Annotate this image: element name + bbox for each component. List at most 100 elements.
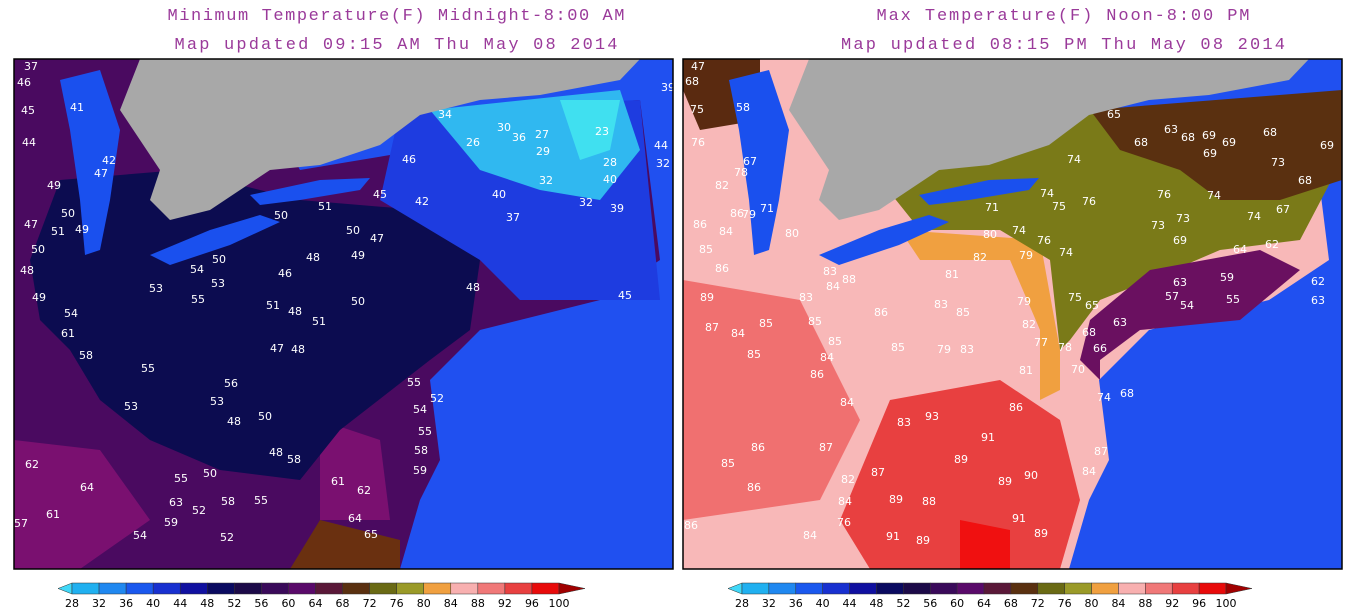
- station-value: 73: [1176, 212, 1190, 225]
- station-value: 80: [983, 228, 997, 241]
- colorbar-segment: [1171, 582, 1200, 595]
- station-value: 76: [1157, 188, 1171, 201]
- station-value: 82: [715, 179, 729, 192]
- station-value: 86: [751, 441, 765, 454]
- station-value: 48: [269, 446, 283, 459]
- station-value: 63: [169, 496, 183, 509]
- temp-zone: [290, 520, 400, 569]
- canada: [789, 59, 1309, 220]
- colorbar-label: 88: [1138, 597, 1152, 610]
- station-value: 63: [1173, 276, 1187, 289]
- station-value: 49: [351, 249, 365, 262]
- station-value: 54: [1180, 299, 1194, 312]
- station-value: 69: [1173, 234, 1187, 247]
- station-value: 50: [274, 209, 288, 222]
- map-frame: [682, 58, 1343, 570]
- station-value: 40: [603, 173, 617, 186]
- station-value: 55: [141, 362, 155, 375]
- station-value: 79: [742, 208, 756, 221]
- station-value: 27: [535, 128, 549, 141]
- station-value: 87: [1094, 445, 1108, 458]
- colorbar-segment: [450, 582, 479, 595]
- station-value: 51: [266, 299, 280, 312]
- station-value: 52: [220, 531, 234, 544]
- colorbar-segment: [396, 582, 424, 595]
- station-value: 46: [17, 76, 31, 89]
- station-value: 76: [837, 516, 851, 529]
- colorbar-segment: [1010, 582, 1039, 595]
- station-value: 85: [956, 306, 970, 319]
- station-value: 55: [418, 425, 432, 438]
- colorbar-label: 56: [923, 597, 937, 610]
- station-value: 42: [415, 195, 429, 208]
- station-value: 86: [684, 519, 698, 532]
- station-value: 84: [731, 327, 745, 340]
- temp-zone: [14, 440, 150, 569]
- station-value: 53: [211, 277, 225, 290]
- colorbar-segment: [983, 582, 1012, 595]
- colorbar-label: 92: [498, 597, 512, 610]
- colorbar-segment: [741, 582, 770, 595]
- station-value: 46: [402, 153, 416, 166]
- station-value: 93: [925, 410, 939, 423]
- station-value: 71: [985, 201, 999, 214]
- station-value: 56: [224, 377, 238, 390]
- station-value: 52: [192, 504, 206, 517]
- station-value: 30: [497, 121, 511, 134]
- station-value: 49: [47, 179, 61, 192]
- station-value: 74: [1067, 153, 1081, 166]
- station-value: 71: [760, 202, 774, 215]
- station-value: 32: [579, 196, 593, 209]
- station-value: 80: [785, 227, 799, 240]
- lake: [60, 70, 120, 255]
- lake: [819, 215, 949, 265]
- station-value: 51: [318, 200, 332, 213]
- station-value: 66: [1093, 342, 1107, 355]
- station-value: 61: [331, 475, 345, 488]
- station-value: 57: [14, 517, 28, 530]
- station-value: 91: [1012, 512, 1026, 525]
- colorbar-label: 92: [1165, 597, 1179, 610]
- station-value: 63: [1164, 123, 1178, 136]
- station-value: 47: [94, 167, 108, 180]
- colorbar-segment: [98, 582, 127, 595]
- station-value: 47: [24, 218, 38, 231]
- station-value: 76: [691, 136, 705, 149]
- station-value: 57: [1165, 290, 1179, 303]
- station-value: 51: [51, 225, 65, 238]
- colorbar-label: 76: [390, 597, 404, 610]
- lake: [729, 70, 789, 255]
- colorbar-label: 36: [789, 597, 803, 610]
- station-value: 91: [981, 431, 995, 444]
- colorbar-label: 44: [173, 597, 187, 610]
- station-value: 83: [934, 298, 948, 311]
- station-value: 85: [891, 341, 905, 354]
- map-updated: Map updated 09:15 AM Thu May 08 2014: [175, 36, 618, 55]
- colorbar-label: 64: [309, 597, 323, 610]
- colorbar-segment: [795, 582, 823, 595]
- station-value: 68: [1298, 174, 1312, 187]
- colorbar-segment: [342, 582, 370, 595]
- colorbar-label: 40: [146, 597, 160, 610]
- colorbar-label: 80: [417, 597, 431, 610]
- station-value: 85: [759, 317, 773, 330]
- station-value: 54: [190, 263, 204, 276]
- station-value: 73: [1151, 219, 1165, 232]
- colorbar-segment: [315, 582, 343, 595]
- station-value: 90: [1024, 469, 1038, 482]
- station-value: 74: [1097, 391, 1111, 404]
- station-value: 62: [25, 458, 39, 471]
- colorbar-segment: [558, 582, 586, 595]
- station-value: 85: [721, 457, 735, 470]
- station-value: 86: [810, 368, 824, 381]
- colorbar-segment: [1225, 582, 1253, 595]
- station-value: 42: [102, 154, 116, 167]
- station-value: 23: [595, 125, 609, 138]
- colorbar-segment: [477, 582, 506, 595]
- colorbar-segment: [1037, 582, 1065, 595]
- station-value: 83: [799, 291, 813, 304]
- station-value: 67: [743, 155, 757, 168]
- station-value: 55: [407, 376, 421, 389]
